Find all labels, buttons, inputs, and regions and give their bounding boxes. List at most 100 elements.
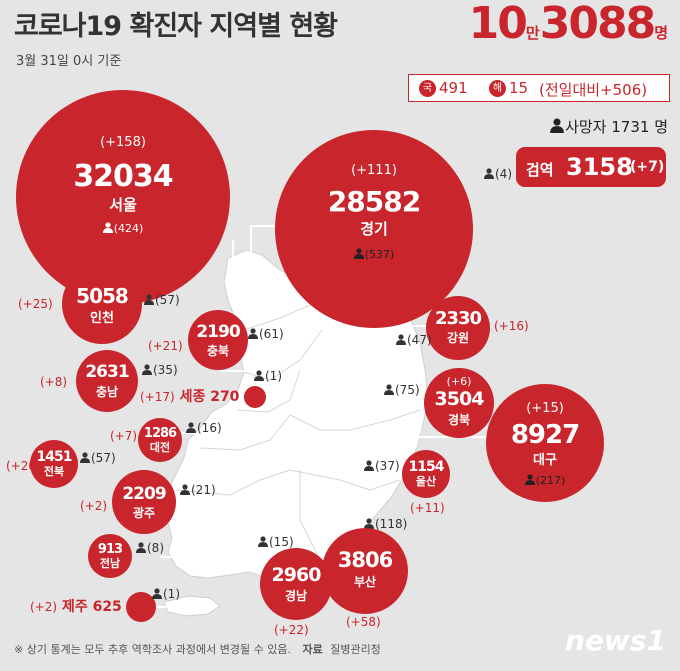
quarantine-label: 검역 <box>526 161 554 179</box>
domestic-tag: 국 <box>419 80 436 97</box>
gyeongbuk-deaths: (75) <box>384 384 420 396</box>
chungnam-increase: (+8) <box>40 375 68 389</box>
overseas-inflow-value: 15 <box>509 79 529 97</box>
reference-date: 3월 31일 0시 기준 <box>16 54 122 69</box>
cases: 1154 <box>408 459 445 475</box>
incheon-increase: (+25) <box>18 297 53 311</box>
person-icon <box>254 370 264 381</box>
connector-chungbuk <box>246 310 266 312</box>
cases: 1451 <box>36 449 73 465</box>
cases: 2960 <box>271 564 322 586</box>
connector-chungnam <box>220 370 250 372</box>
region-gwangju: 2209 광주 <box>112 470 176 534</box>
connector-jeju <box>154 606 184 608</box>
connector-gyeongnam <box>294 490 296 554</box>
person-icon <box>152 588 162 599</box>
region-gyeonggi: (+111) 28582 경기 (537) <box>275 130 473 328</box>
total-cases: 10만3088명 <box>469 2 668 46</box>
quarantine-increase: (+7) <box>630 159 665 175</box>
person-icon <box>258 536 268 547</box>
person-icon <box>396 334 406 345</box>
region-name: 광주 <box>132 506 156 520</box>
overseas-inflow: 해 15 <box>489 79 528 97</box>
domestic-inflow-value: 491 <box>439 79 468 97</box>
total-deaths-label: 사망자 1731 명 <box>565 118 668 136</box>
region-ulsan: 1154 울산 <box>402 450 450 498</box>
connector-busan <box>358 500 360 548</box>
region-gyeongnam: 2960 경남 <box>260 548 332 620</box>
total-cases-part1: 10 <box>468 0 528 49</box>
gangwon-increase: (+16) <box>494 319 529 333</box>
footnote-text: ※ 상기 통계는 모두 추후 역학조사 과정에서 변경될 수 있음. <box>14 643 291 656</box>
jeonnam-deaths: (8) <box>136 542 164 554</box>
total-cases-part2: 3088 <box>539 0 656 49</box>
connector-gwangju <box>164 500 204 502</box>
region-chungnam: 2631 충남 <box>76 350 138 412</box>
cases: 3504 <box>434 388 485 410</box>
person-icon <box>364 460 374 471</box>
jeonbuk-deaths: (57) <box>80 452 116 464</box>
total-cases-unit1: 만 <box>525 24 540 42</box>
daily-change: (전일대비+506) <box>539 81 648 99</box>
sejong-increase: (+17) <box>140 390 175 404</box>
quarantine-value: 3158 <box>566 153 633 181</box>
region-name: 전남 <box>99 557 121 570</box>
person-icon <box>353 248 364 259</box>
region-gyeongbuk: (+6) 3504 경북 <box>424 368 494 438</box>
cases: 1286 <box>143 426 177 441</box>
cases: 28582 <box>327 185 421 218</box>
jeju-increase: (+2) <box>30 600 58 614</box>
person-icon <box>80 452 90 463</box>
region-name: 부산 <box>353 575 377 589</box>
person-icon <box>142 364 152 375</box>
person-icon <box>484 168 494 179</box>
connector-jeonnam <box>160 556 210 558</box>
news1-logo: news1 <box>565 624 666 657</box>
cases: 2330 <box>434 308 482 329</box>
person-icon <box>384 384 394 395</box>
connector-daejeon <box>182 432 222 434</box>
cases: 913 <box>97 542 123 557</box>
quarantine-deaths: (4) <box>484 168 512 180</box>
person-icon <box>186 422 196 433</box>
connector-gyeongbuk <box>378 400 428 402</box>
region-name: 대구 <box>533 453 557 468</box>
jeju-shape <box>163 595 221 617</box>
region-name: 충북 <box>206 344 230 358</box>
cases: 32034 <box>73 159 173 194</box>
jeju-cases: 625 <box>92 599 122 615</box>
source-name: 질병관리청 <box>330 643 381 656</box>
region-chungbuk: 2190 충북 <box>188 310 248 370</box>
incheon-deaths: (57) <box>144 294 180 306</box>
region-busan: 3806 부산 <box>322 528 408 614</box>
cases: 3806 <box>337 548 393 572</box>
increase: (+15) <box>526 401 564 416</box>
cases: 8927 <box>510 420 580 450</box>
gyeongnam-increase: (+22) <box>274 623 309 637</box>
total-deaths: 사망자 1731 명 <box>550 116 668 137</box>
person-icon <box>144 294 154 305</box>
footnote: ※ 상기 통계는 모두 추후 역학조사 과정에서 변경될 수 있음. 자료 질병… <box>14 641 381 657</box>
connector-seoul <box>232 240 234 302</box>
cases: 2631 <box>85 362 129 382</box>
sejong-cases: 270 <box>210 389 240 405</box>
jeju-label: (+2) 제주 625 <box>30 600 122 614</box>
connector-ulsan <box>360 472 406 474</box>
person-icon <box>102 222 113 233</box>
daejeon-increase: (+7) <box>110 429 138 443</box>
ulsan-deaths: (37) <box>364 460 400 472</box>
deaths: (217) <box>486 474 604 486</box>
gwangju-increase: (+2) <box>80 499 108 513</box>
connector-gyeonggi-h <box>250 225 280 227</box>
increase: (+111) <box>351 163 397 178</box>
busan-increase: (+58) <box>346 615 381 629</box>
region-incheon: 5058 인천 <box>62 264 142 344</box>
region-seoul: (+158) 32034 서울 (424) <box>16 90 230 304</box>
region-gangwon: 2330 강원 <box>426 296 490 360</box>
chungnam-deaths: (35) <box>142 364 178 376</box>
region-daegu: (+15) 8927 대구 (217) <box>486 384 604 502</box>
increase: (+158) <box>100 135 146 150</box>
sejong-label: (+17) 세종 270 <box>140 390 239 404</box>
cases: 5058 <box>76 284 129 308</box>
